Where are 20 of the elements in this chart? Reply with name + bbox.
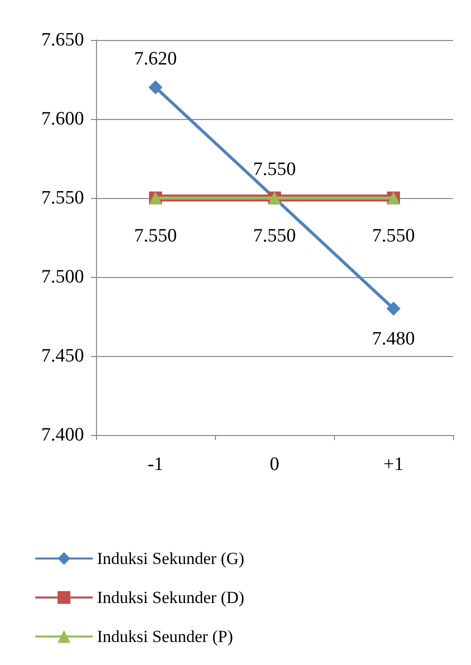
data-label: 7.550: [372, 226, 415, 246]
data-label: 7.550: [134, 226, 177, 246]
data-label: 7.550: [253, 226, 296, 246]
y-tick-label: 7.450: [41, 346, 84, 366]
y-tick-label: 7.550: [41, 188, 84, 208]
data-label: 7.550: [253, 159, 296, 180]
point: [386, 302, 400, 316]
point: [148, 80, 162, 94]
x-tick-label: -1: [148, 454, 164, 475]
data-label: 7.620: [134, 48, 177, 70]
legend-label: Induksi Sekunder (G): [97, 549, 244, 568]
legend-label: Induksi Seunder (P): [97, 627, 233, 646]
y-tick-label: 7.400: [41, 424, 84, 446]
data-label: 7.480: [372, 328, 415, 350]
y-tick-label: 7.650: [41, 30, 84, 50]
y-tick-label: 7.600: [41, 108, 84, 130]
legend-label: Induksi Sekunder (D): [97, 588, 244, 607]
x-tick-label: 0: [270, 454, 280, 475]
x-tick-label: +1: [383, 454, 404, 475]
y-tick-label: 7.500: [41, 266, 84, 288]
